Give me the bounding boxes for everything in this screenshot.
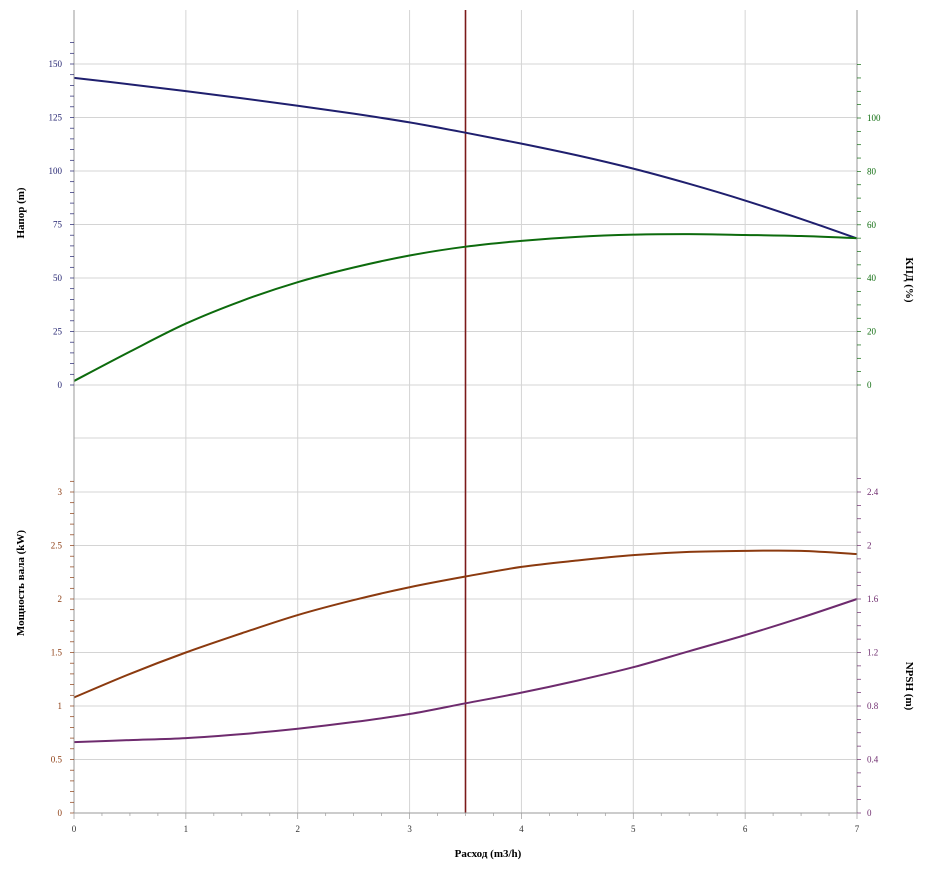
power-tick-label: 3 — [58, 487, 63, 497]
x-tick-label: 7 — [855, 824, 860, 834]
head-curve — [73, 76, 858, 240]
head-tick-label: 50 — [53, 273, 63, 283]
head-tick-label: 100 — [49, 166, 63, 176]
head-axis-title: Напор (m) — [15, 187, 27, 238]
power-axis-title: Мощность вала (kW) — [15, 530, 27, 636]
efficiency-axis-title: КПД (%) — [903, 257, 915, 303]
npsh-curve — [73, 598, 858, 744]
axes-layer: 0 1 2 3 4 5 6 7025507510012515002040608010000.5… — [49, 10, 881, 834]
x-tick-label: 0 — [72, 824, 77, 834]
npsh-tick-label: 2 — [867, 541, 872, 551]
x-tick-label: 5 — [631, 824, 636, 834]
efficiency-tick-label: 40 — [867, 273, 877, 283]
head-tick-label: 75 — [53, 220, 63, 230]
head-tick-label: 0 — [58, 380, 63, 390]
power-tick-label: 2.5 — [51, 541, 63, 551]
x-tick-label: 3 — [407, 824, 412, 834]
npsh-tick-label: 0.4 — [867, 755, 879, 765]
efficiency-tick-label: 100 — [867, 113, 881, 123]
x-tick-label: 6 — [743, 824, 748, 834]
head-tick-label: 25 — [53, 327, 63, 337]
power-tick-label: 0.5 — [51, 755, 63, 765]
power-tick-label: 0 — [58, 808, 63, 818]
power-tick-label: 1 — [58, 701, 63, 711]
head-tick-label: 150 — [49, 59, 63, 69]
npsh-tick-label: 1.2 — [867, 648, 878, 658]
power-tick-label: 1.5 — [51, 648, 63, 658]
power-tick-label: 2 — [58, 594, 63, 604]
efficiency-tick-label: 60 — [867, 220, 877, 230]
efficiency-tick-label: 20 — [867, 327, 877, 337]
npsh-axis-title: NPSH (m) — [903, 662, 915, 711]
efficiency-curve — [73, 233, 858, 382]
power-curve — [73, 549, 858, 699]
npsh-tick-label: 1.6 — [867, 594, 879, 604]
x-tick-label: 4 — [519, 824, 524, 834]
curves-layer — [73, 76, 858, 744]
efficiency-tick-label: 80 — [867, 166, 877, 176]
efficiency-tick-label: 0 — [867, 380, 872, 390]
npsh-tick-label: 0 — [867, 808, 872, 818]
x-tick-label: 2 — [295, 824, 300, 834]
x-tick-label: 1 — [184, 824, 189, 834]
npsh-tick-label: 2.4 — [867, 487, 879, 497]
x-axis-title: Расход (m3/h) — [455, 848, 522, 860]
npsh-tick-label: 0.8 — [867, 701, 879, 711]
head-tick-label: 125 — [49, 113, 63, 123]
